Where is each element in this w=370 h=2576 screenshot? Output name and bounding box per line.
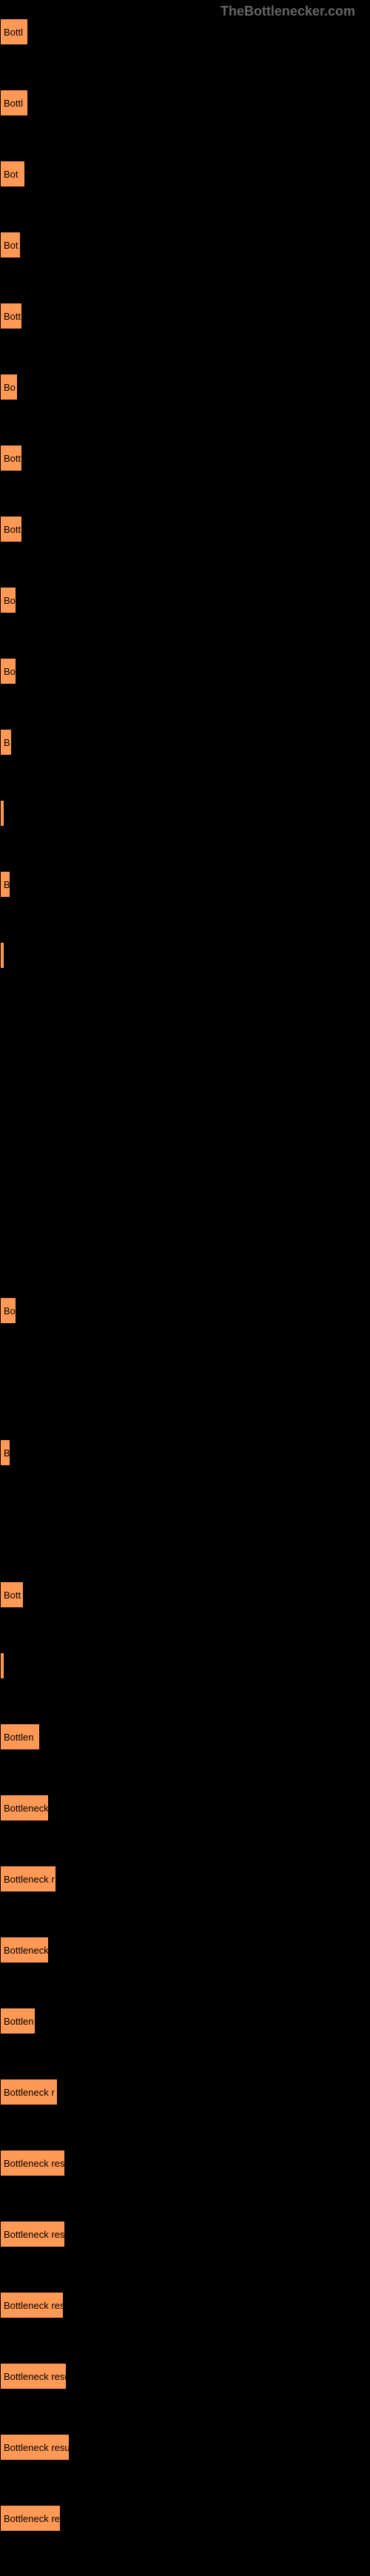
bar: Bottleneck re bbox=[0, 2505, 61, 2532]
bar: Bot bbox=[0, 232, 21, 258]
bar-label: B bbox=[4, 879, 10, 890]
bar-label: Bottleneck r bbox=[4, 1874, 55, 1885]
bar-row: B bbox=[0, 729, 370, 756]
bar-row bbox=[0, 942, 370, 969]
bar-row: Bottleneck re bbox=[0, 2505, 370, 2532]
bar-row: Bott bbox=[0, 445, 370, 471]
bar-label: Bott bbox=[4, 311, 21, 322]
bar-label: Bottleneck r bbox=[4, 2087, 55, 2098]
bar: Bottleneck r bbox=[0, 1866, 56, 1892]
bar-label: Bott bbox=[4, 1590, 21, 1601]
bar-row: Bottlen bbox=[0, 1724, 370, 1750]
bar-label: Bottleneck resu bbox=[4, 2371, 67, 2382]
bar-label: Bottleneck res bbox=[4, 2158, 64, 2169]
bar-label: Bo bbox=[4, 666, 16, 677]
bar-row bbox=[0, 1652, 370, 1679]
bar-row: Bottleneck res bbox=[0, 2150, 370, 2176]
bar-label: Bottleneck res bbox=[4, 2300, 64, 2311]
bar: Bo bbox=[0, 658, 16, 685]
bar: Bottleneck res bbox=[0, 2221, 65, 2247]
bar: B bbox=[0, 1439, 10, 1466]
bar: Bottlen bbox=[0, 2008, 36, 2034]
bar: Bottl bbox=[0, 19, 28, 45]
bar bbox=[0, 942, 4, 969]
bar-row: B bbox=[0, 1439, 370, 1466]
bar-label: Bo bbox=[4, 595, 16, 606]
bar-row: Bottleneck resu bbox=[0, 2434, 370, 2461]
bar-row: Bottleneck r bbox=[0, 1866, 370, 1892]
bar-label: Bottleneck resu bbox=[4, 2442, 70, 2453]
bar: Bott bbox=[0, 516, 22, 542]
bar-row: Bottleneck bbox=[0, 1795, 370, 1821]
bar-label: Bottlen bbox=[4, 2016, 33, 2027]
watermark-text: TheBottlenecker.com bbox=[221, 4, 355, 19]
bar: Bott bbox=[0, 445, 22, 471]
bar-row: Bottl bbox=[0, 19, 370, 45]
bar-label: B bbox=[4, 737, 10, 748]
bar-chart: Bottl Bottl Bot Bot Bott Bo Bott Bott Bo Bo B B Bo B B… bbox=[0, 19, 370, 2576]
bar: Bottleneck resu bbox=[0, 2434, 70, 2461]
bar-row: Bottleneck r bbox=[0, 2079, 370, 2105]
bar-row: Bottleneck res bbox=[0, 2292, 370, 2318]
bar-row bbox=[0, 1013, 370, 1040]
bar-row: Bot bbox=[0, 161, 370, 187]
bar-row bbox=[0, 800, 370, 827]
bar-row bbox=[0, 1510, 370, 1537]
bar-row: Bott bbox=[0, 516, 370, 542]
bar-row: Bottleneck resu bbox=[0, 2363, 370, 2390]
bar-row bbox=[0, 1155, 370, 1182]
bar bbox=[0, 1652, 4, 1679]
bar-row bbox=[0, 1084, 370, 1111]
bar-label: Bottleneck bbox=[4, 1803, 49, 1814]
bar: Bottlen bbox=[0, 1724, 40, 1750]
bar: Bott bbox=[0, 303, 22, 329]
bar-row: Bo bbox=[0, 374, 370, 400]
bar-row: Bo bbox=[0, 1297, 370, 1324]
bar-label: Bottl bbox=[4, 98, 23, 109]
bar-label: Bottlen bbox=[4, 1732, 33, 1743]
bar-row: Bott bbox=[0, 1581, 370, 1608]
bar-label: Bottl bbox=[4, 27, 23, 38]
bar: Bott bbox=[0, 1581, 24, 1608]
bar: Bottleneck r bbox=[0, 2079, 58, 2105]
bar bbox=[0, 800, 4, 827]
bar-row: Bottleneck res bbox=[0, 2221, 370, 2247]
bar-row: Bottl bbox=[0, 90, 370, 116]
bar: Bottleneck res bbox=[0, 2292, 64, 2318]
bar-label: B bbox=[4, 1447, 10, 1459]
bar-row bbox=[0, 1368, 370, 1395]
bar: Bo bbox=[0, 587, 16, 613]
bar-label: Bott bbox=[4, 453, 21, 464]
bar-row: B bbox=[0, 871, 370, 898]
bar-row: Bottleneck bbox=[0, 1937, 370, 1963]
bar: Bottleneck res bbox=[0, 2150, 65, 2176]
bar: Bo bbox=[0, 374, 18, 400]
bar-row: Bo bbox=[0, 658, 370, 685]
bar: Bot bbox=[0, 161, 25, 187]
bar: Bo bbox=[0, 1297, 16, 1324]
bar: B bbox=[0, 871, 10, 898]
bar-label: Bo bbox=[4, 1305, 16, 1316]
bar-label: Bot bbox=[4, 240, 18, 251]
bar-row bbox=[0, 1226, 370, 1253]
bar: Bottleneck bbox=[0, 1795, 49, 1821]
bar-label: Bottleneck bbox=[4, 1945, 49, 1956]
bar: Bottleneck bbox=[0, 1937, 49, 1963]
bar-label: Bottleneck re bbox=[4, 2513, 60, 2524]
bar: Bottl bbox=[0, 90, 28, 116]
bar: Bottleneck resu bbox=[0, 2363, 67, 2390]
bar-label: Bott bbox=[4, 524, 21, 535]
bar-row: Bottlen bbox=[0, 2008, 370, 2034]
bar-row: Bot bbox=[0, 232, 370, 258]
bar-label: Bo bbox=[4, 382, 16, 393]
bar-row: Bo bbox=[0, 587, 370, 613]
bar-row: Bott bbox=[0, 303, 370, 329]
bar-label: Bottleneck res bbox=[4, 2229, 64, 2240]
bar: B bbox=[0, 729, 12, 756]
bar-label: Bot bbox=[4, 169, 18, 180]
